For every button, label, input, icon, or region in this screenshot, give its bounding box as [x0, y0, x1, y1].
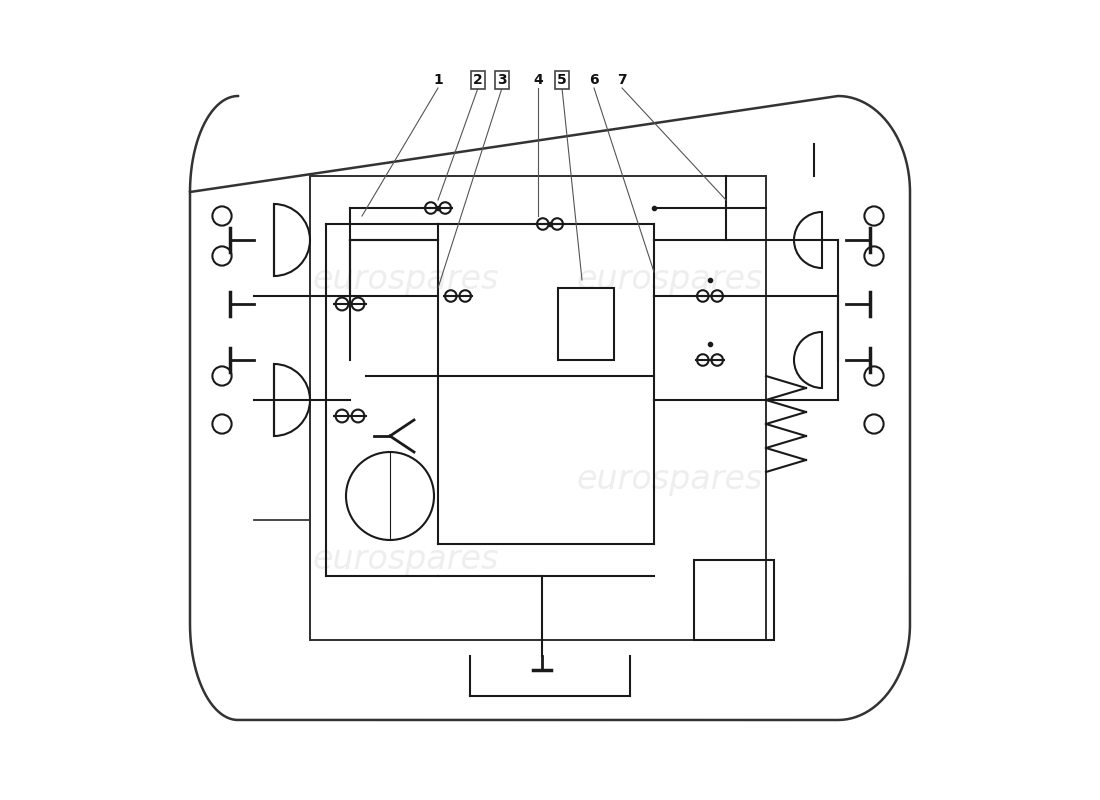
Text: eurospares: eurospares: [576, 263, 763, 297]
Text: eurospares: eurospares: [312, 263, 499, 297]
Text: 1: 1: [433, 73, 443, 87]
Bar: [694, 560, 774, 640]
Text: 5: 5: [557, 73, 566, 87]
Text: 2: 2: [473, 73, 483, 87]
Text: 6: 6: [590, 73, 598, 87]
Bar: [558, 288, 614, 360]
Text: eurospares: eurospares: [312, 543, 499, 577]
Text: 4: 4: [534, 73, 543, 87]
Text: 7: 7: [617, 73, 627, 87]
Text: eurospares: eurospares: [576, 463, 763, 497]
Text: 3: 3: [497, 73, 507, 87]
